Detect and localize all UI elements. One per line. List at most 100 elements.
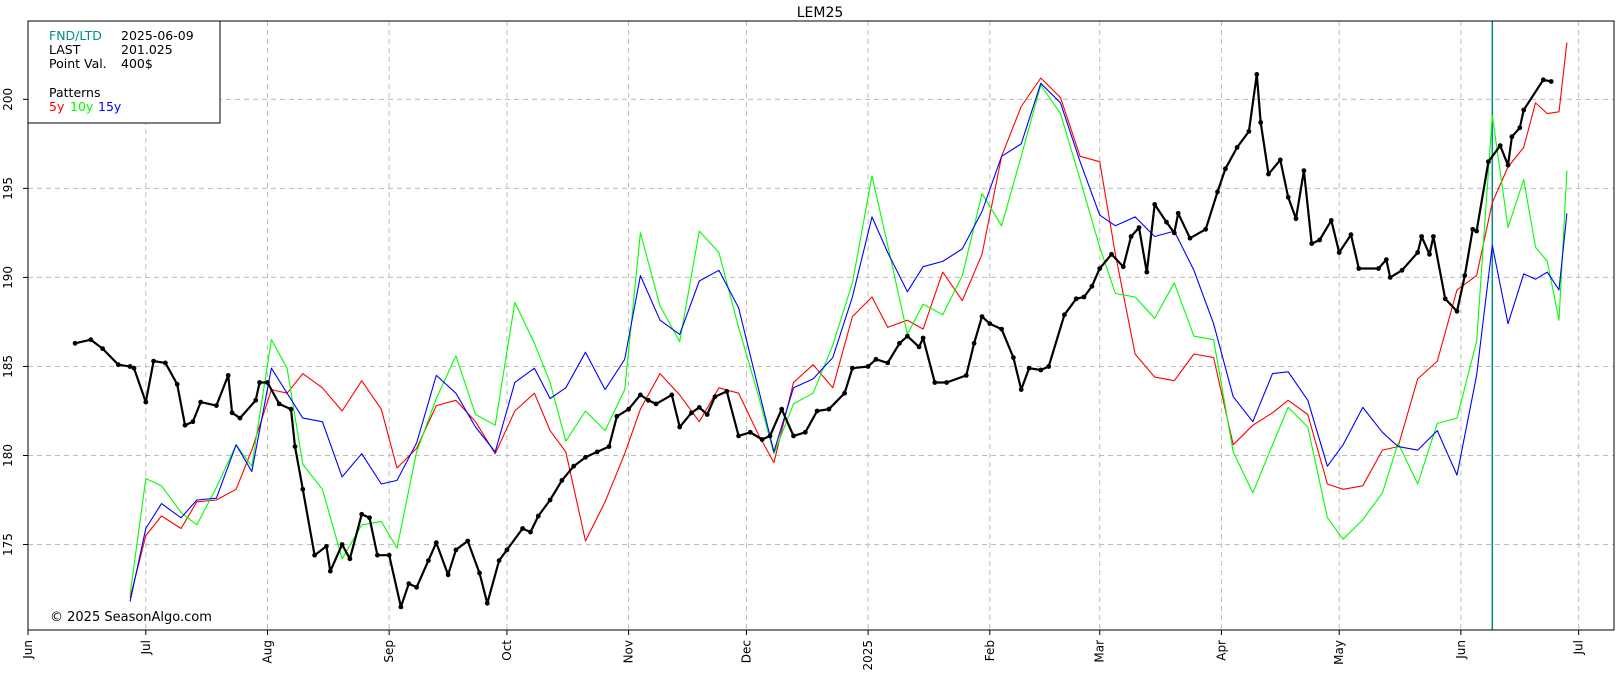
price-point [1454,308,1460,314]
price-point [484,600,490,606]
y-tick-label: 175 [1,533,15,556]
price-point [916,344,922,350]
price-point [1486,159,1491,165]
price-point [1215,189,1220,195]
price-point [759,437,765,442]
price-point [237,415,243,421]
price-point [100,346,105,351]
price-point [987,321,993,327]
price-point [1223,166,1228,172]
price-point [606,444,612,449]
price-point [1517,125,1523,131]
price-point [1136,225,1142,231]
series-line-10y [129,84,1568,595]
copyright-text: © 2025 SeasonAlgo.com [50,610,212,625]
price-point [885,360,891,366]
y-tick-label: 195 [1,177,15,200]
price-point [367,515,372,521]
price-point [689,410,694,416]
price-point [414,584,419,590]
price-point [626,406,631,412]
price-point [767,433,773,439]
price-point [1387,275,1393,280]
price-point [300,486,306,492]
price-point [312,552,317,558]
price-point [1046,364,1052,369]
price-point [1152,202,1158,207]
price-point [115,362,121,368]
x-tick-label: Aug [260,640,274,663]
price-point [1285,194,1291,200]
price-point [163,360,168,366]
price-point [426,558,431,563]
price-point [1258,120,1264,125]
price-point [571,463,577,469]
price-point [669,392,675,398]
x-tick-label: Sep [382,640,396,663]
y-tick-label: 185 [1,355,15,378]
price-point [614,413,620,419]
series-line-15y [129,82,1568,602]
price-point [257,380,262,385]
price-point [1356,266,1362,271]
y-tick-label: 180 [1,444,15,467]
x-tick-label: Jul [1572,640,1586,655]
price-point [638,392,643,398]
price-point [1062,312,1067,318]
price-point [1509,134,1515,140]
fnd-label: FND/LTD [49,28,102,43]
x-tick-label: 2025 [861,640,875,671]
x-tick-label: Oct [500,640,514,661]
price-point [453,547,459,553]
price-point [1018,387,1024,392]
price-point [897,340,902,346]
price-point [920,335,926,341]
price-point [214,403,219,408]
price-point [1376,266,1381,271]
price-point [1348,232,1354,238]
price-point [791,433,796,439]
fnd-value: 2025-06-09 [121,28,194,43]
price-point [375,552,380,558]
price-point [1254,72,1260,77]
price-point [1293,216,1299,222]
price-point [1128,234,1134,239]
price-point [496,558,502,563]
price-point [528,529,533,535]
price-point [1120,264,1126,270]
price-point [747,429,753,435]
price-point [1073,296,1079,302]
price-point [779,406,785,412]
price-point [327,568,333,574]
price-point [225,373,231,378]
price-point [1328,218,1334,223]
price-point [1431,234,1436,239]
x-tick-label: Nov [622,640,636,663]
price-point [594,449,600,455]
price-point [1164,219,1169,225]
price-point [347,556,353,562]
x-tick-label: Jun [1454,640,1468,660]
x-tick-label: Apr [1214,640,1228,661]
legend-10y: 10y [70,99,94,114]
price-point [398,604,404,610]
x-tick-label: Jun [21,640,35,660]
price-point [1470,226,1476,232]
price-point [143,399,149,405]
legend-5y: 5y [49,99,65,114]
price-point [1309,241,1315,247]
price-point [1301,168,1307,174]
price-point [1011,355,1016,360]
grid-layer [27,21,1614,630]
price-point [850,365,855,371]
price-point [1419,234,1424,239]
price-point [865,364,871,369]
last-label: LAST [49,42,81,57]
price-point [72,340,78,346]
price-point [736,433,741,439]
legend-15y: 15y [98,99,122,114]
info-box: FND/LTD 2025-06-09 LAST 201.025 Point Va… [27,20,221,124]
price-point [292,444,298,449]
price-point [645,397,651,403]
